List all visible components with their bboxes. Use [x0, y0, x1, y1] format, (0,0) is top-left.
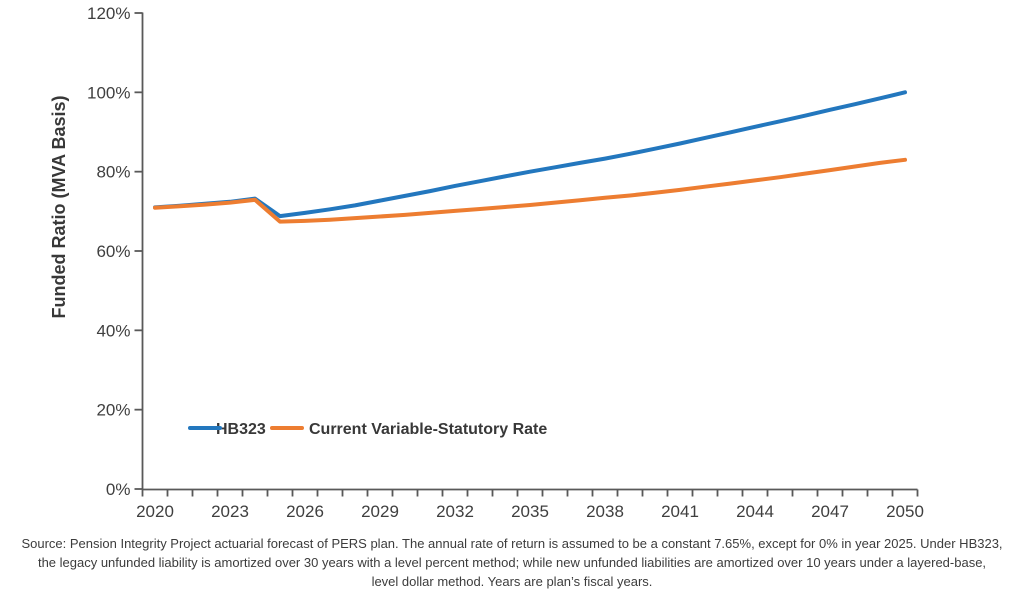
- x-tick-label: 2035: [511, 502, 549, 521]
- x-tick-label: 2041: [661, 502, 699, 521]
- y-tick-label: 60%: [96, 242, 130, 261]
- series-line-hb323: [153, 90, 907, 219]
- series-line-current-variable-statutory-rate: [153, 157, 907, 224]
- legend-label-current-variable-statutory-rate: Current Variable-Statutory Rate: [309, 421, 547, 438]
- footnote-line-2: the legacy unfunded liability is amortiz…: [37, 555, 987, 570]
- series-lines: [153, 90, 907, 224]
- y-tick-label: 100%: [87, 83, 130, 102]
- chart-canvas: Funded Ratio (MVA Basis) 0% 20% 40% 60% 80% 1…: [49, 4, 924, 521]
- axes: 0% 20% 40% 60% 80% 100% 120% 2020 2023 2026 2029 20…: [87, 4, 924, 521]
- y-tick-label: 20%: [96, 401, 130, 420]
- funded-ratio-chart: Funded Ratio (MVA Basis) 0% 20% 40% 60% 80% 1…: [49, 4, 924, 521]
- x-tick-label: 2029: [361, 502, 399, 521]
- x-tick-label: 2047: [811, 502, 849, 521]
- x-tick-label: 2038: [586, 502, 624, 521]
- legend-label-hb323: HB323: [216, 421, 266, 438]
- x-tick-label: 2026: [286, 502, 324, 521]
- footnote-line-3: level dollar method. Years are plan’s fi…: [371, 574, 653, 589]
- x-tick-label: 2020: [136, 502, 174, 521]
- footnote-line-1: Source: Pension Integrity Project actuar…: [21, 536, 1003, 551]
- x-tick-label: 2023: [211, 502, 249, 521]
- legend: HB323 Current Variable-Statutory Rate: [188, 421, 547, 438]
- y-tick-label: 0%: [106, 480, 131, 499]
- source-footnote: Source: Pension Integrity Project actuar…: [0, 534, 1024, 591]
- y-tick-label: 120%: [87, 4, 130, 23]
- y-tick-label: 40%: [96, 321, 130, 340]
- x-tick-label: 2044: [736, 502, 774, 521]
- y-axis-title: Funded Ratio (MVA Basis): [49, 95, 69, 318]
- y-tick-label: 80%: [96, 163, 130, 182]
- x-tick-label: 2050: [886, 502, 924, 521]
- x-tick-label: 2032: [436, 502, 474, 521]
